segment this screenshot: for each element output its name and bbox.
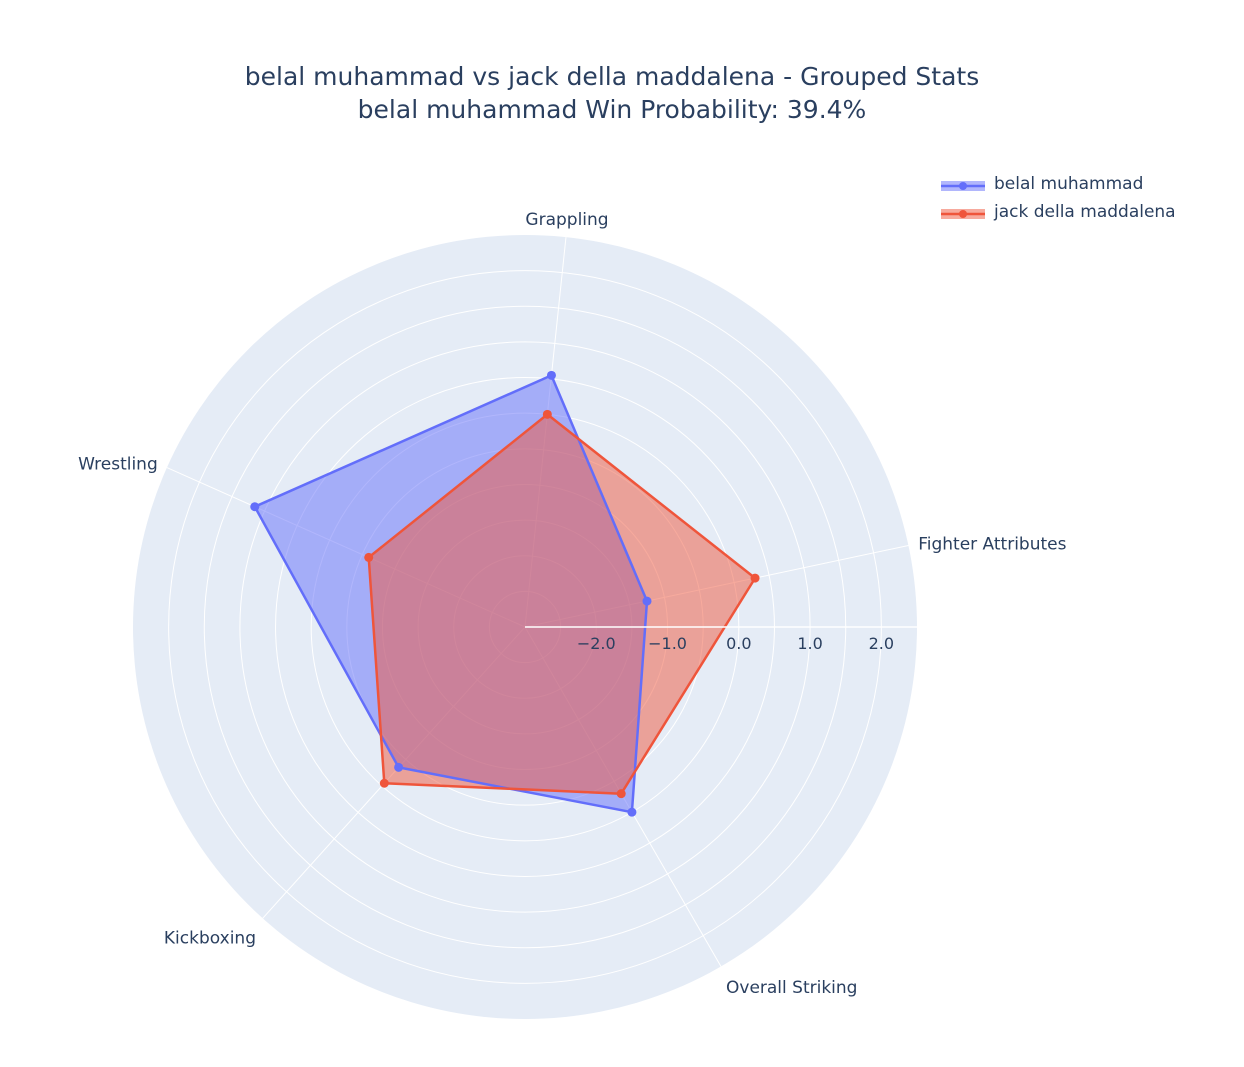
series-layer: [250, 370, 760, 817]
series-line-0: [253, 374, 649, 814]
legend-swatch-1: [941, 209, 985, 219]
category-label-0: Fighter Attributes: [918, 534, 1066, 554]
legend-swatch-0: [941, 181, 985, 191]
radial-ticks: −2.0 −1.0 0.0 1.0 2.0: [525, 626, 917, 653]
radial-tick-label-0: −2.0: [577, 634, 616, 653]
legend-label-1: jack della maddalena: [994, 202, 1176, 222]
radial-tick-label-1: −1.0: [648, 634, 687, 653]
radial-tick-label-3: 1.0: [797, 634, 822, 653]
radial-tick-label-2: 0.0: [726, 634, 751, 653]
series-fill-1: [368, 414, 756, 794]
radial-tick-label-4: 2.0: [869, 634, 894, 653]
category-label-4: Grappling: [525, 210, 608, 230]
series-1-point-0[interactable]: [750, 573, 760, 583]
category-label-1: Overall Striking: [726, 978, 857, 998]
chart-subtitle: belal muhammad Win Probability: 39.4%: [357, 95, 867, 124]
category-label-3: Wrestling: [78, 454, 158, 474]
series-1-point-2[interactable]: [379, 778, 389, 788]
series-1-point-4[interactable]: [542, 409, 552, 419]
angular-labels: Fighter Attributes Overall Striking Kickbo…: [78, 210, 1067, 998]
series-0-point-3[interactable]: [250, 502, 260, 512]
series-0-point-0[interactable]: [642, 596, 652, 606]
series-1-point-3[interactable]: [364, 552, 374, 562]
series-line-1: [367, 413, 757, 795]
series-0-point-2[interactable]: [394, 762, 404, 772]
series-0-point-1[interactable]: [627, 807, 637, 817]
series-1-point-1[interactable]: [616, 789, 626, 799]
chart-title: belal muhammad vs jack della maddalena -…: [244, 62, 980, 91]
series-0-point-4[interactable]: [546, 370, 556, 380]
category-label-2: Kickboxing: [164, 929, 256, 949]
legend-label-0: belal muhammad: [994, 174, 1144, 194]
